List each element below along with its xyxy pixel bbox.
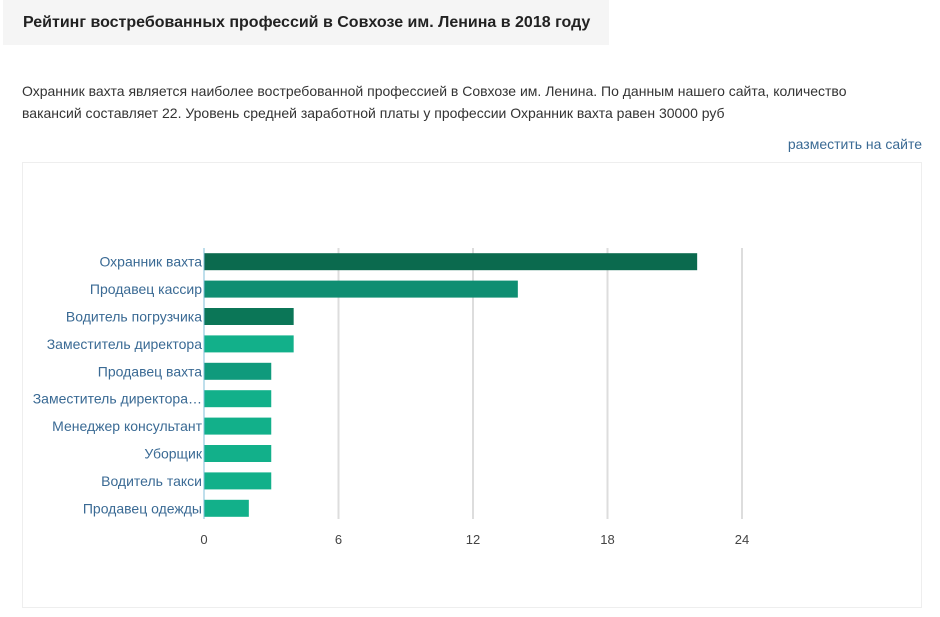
bar-9[interactable] — [204, 499, 249, 517]
category-label-5[interactable]: Заместитель директора… — [33, 391, 202, 407]
bar-4[interactable] — [204, 362, 272, 380]
x-tick-label-0: 0 — [200, 532, 207, 547]
category-label-8[interactable]: Водитель такси — [101, 473, 202, 489]
bar-8[interactable] — [204, 472, 272, 490]
bar-chart: Охранник вахта Продавец кассир Водитель по… — [33, 248, 749, 547]
category-label-4[interactable]: Продавец вахта — [98, 363, 202, 379]
category-label-0[interactable]: Охранник вахта — [99, 254, 202, 270]
category-label-9[interactable]: Продавец одежды — [83, 500, 202, 516]
category-label-1[interactable]: Продавец кассир — [90, 281, 202, 297]
bar-6[interactable] — [204, 417, 272, 435]
intro-text: Охранник вахта является наиболее востреб… — [22, 83, 847, 121]
page-title: Рейтинг востребованных профессий в Совхо… — [23, 14, 591, 31]
category-label-3[interactable]: Заместитель директора — [47, 336, 202, 352]
x-tick-label-1: 6 — [335, 532, 342, 547]
chart-container: Охранник вахта Продавец кассир Водитель по… — [22, 162, 922, 608]
category-label-6[interactable]: Менеджер консультант — [52, 418, 202, 434]
category-label-7[interactable]: Уборщик — [144, 446, 203, 462]
bar-2[interactable] — [204, 308, 294, 325]
embed-on-site-link[interactable]: разместить на сайте — [787, 136, 922, 152]
bar-0[interactable] — [204, 253, 698, 271]
title-box: Рейтинг востребованных профессий в Совхо… — [3, 0, 609, 45]
bar-5[interactable] — [204, 390, 272, 408]
bar-3[interactable] — [204, 335, 294, 353]
category-label-2[interactable]: Водитель погрузчика — [66, 309, 202, 325]
x-tick-label-4: 24 — [735, 532, 749, 547]
bar-7[interactable] — [204, 445, 272, 462]
bar-1[interactable] — [204, 280, 518, 298]
x-tick-label-2: 12 — [466, 532, 480, 547]
x-tick-label-3: 18 — [600, 532, 614, 547]
